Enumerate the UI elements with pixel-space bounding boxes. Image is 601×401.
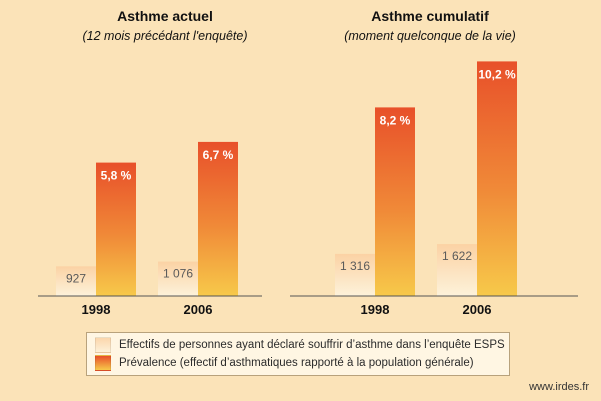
legend-item-count: Effectifs de personnes ayant déclaré sou… [95,337,505,353]
legend-item-prevalence: Prévalence (effectif d’asthmatiques rapp… [95,355,474,371]
legend-swatch-count [95,337,111,353]
bar-count-2006 [158,261,198,296]
panel-2: Asthme cumulatif (moment quelconque de la… [290,8,578,317]
legend: Effectifs de personnes ayant déclaré sou… [86,332,510,376]
panel-1: Asthme actuel (12 mois précédant l'enquêt… [38,8,262,317]
bar-prevalence-1998 [375,107,415,297]
bar-prevalence-1998 [96,162,136,296]
data-label-count: 1 316 [340,259,370,273]
panel-title: Asthme actuel [117,8,213,24]
legend-label-count: Effectifs de personnes ayant déclaré sou… [119,339,505,351]
panel-subtitle: (12 mois précédant l'enquête) [83,29,248,43]
bar-prevalence-2006 [198,141,238,296]
data-label-prevalence: 5,8 % [101,169,132,183]
x-tick-label: 1998 [361,302,390,317]
legend-label-prevalence: Prévalence (effectif d’asthmatiques rapp… [119,357,474,369]
legend-swatch-prevalence [95,355,111,371]
bar-count-1998 [56,266,96,296]
bar-prevalence-2006 [477,61,517,297]
x-tick-label: 2006 [184,302,213,317]
data-label-prevalence: 6,7 % [203,148,234,162]
data-label-count: 1 076 [163,267,193,281]
bar-count-2006 [437,244,477,296]
data-label-count: 1 622 [442,249,472,263]
x-tick-label: 2006 [463,302,492,317]
x-tick-label: 1998 [82,302,111,317]
panel-subtitle: (moment quelconque de la vie) [344,29,516,43]
data-label-prevalence: 8,2 % [380,113,411,127]
data-label-prevalence: 10,2 % [478,67,516,81]
data-label-count: 927 [66,271,86,285]
source-credit: www.irdes.fr [529,381,589,393]
bar-count-1998 [335,253,375,296]
panel-title: Asthme cumulatif [371,8,489,24]
